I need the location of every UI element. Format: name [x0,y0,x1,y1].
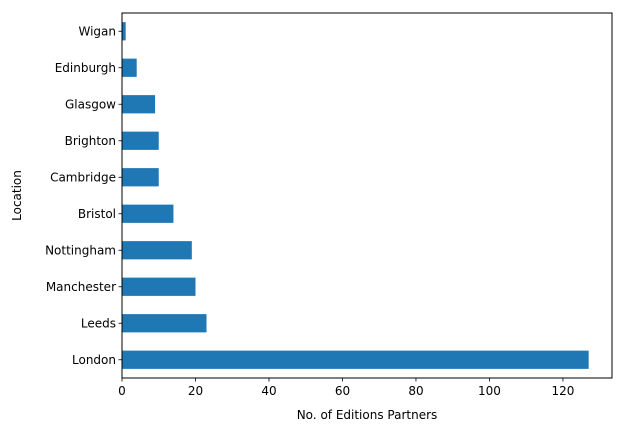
bar-glasgow [122,95,156,114]
y-tick-label: Cambridge [50,170,116,184]
bar-brighton [122,131,159,150]
bar-wigan [122,22,126,41]
x-axis-ticks: 0 20 40 60 80 100 120 [118,378,574,398]
y-tick-label: Leeds [81,316,116,330]
y-tick-label: Wigan [78,24,116,38]
y-tick-label: Manchester [46,280,116,294]
plot-frame [121,12,613,379]
x-tick-label: 0 [118,384,126,398]
bar-manchester [122,277,196,296]
bar-leeds [122,314,207,333]
x-tick-label: 40 [261,384,276,398]
bar-london [122,350,589,369]
bar-nottingham [122,241,192,260]
y-axis-label: Location [10,170,24,221]
bar-bristol [122,204,174,223]
bar-cambridge [122,168,159,187]
bar-edinburgh [122,58,137,77]
y-tick-label: Edinburgh [55,61,116,75]
y-tick-label: London [72,353,116,367]
bars-group [122,22,589,369]
y-tick-label: Glasgow [65,97,116,111]
x-tick-label: 80 [408,384,423,398]
x-tick-label: 20 [188,384,203,398]
y-tick-label: Nottingham [45,243,116,257]
y-axis-ticks: London Leeds Manchester Nottingham Bristol Ca… [45,24,122,367]
x-tick-label: 100 [478,384,501,398]
x-axis-label: No. of Editions Partners [297,408,438,422]
x-tick-label: 120 [551,384,574,398]
y-tick-label: Bristol [78,207,116,221]
x-tick-label: 60 [335,384,350,398]
y-tick-label: Brighton [65,134,116,148]
